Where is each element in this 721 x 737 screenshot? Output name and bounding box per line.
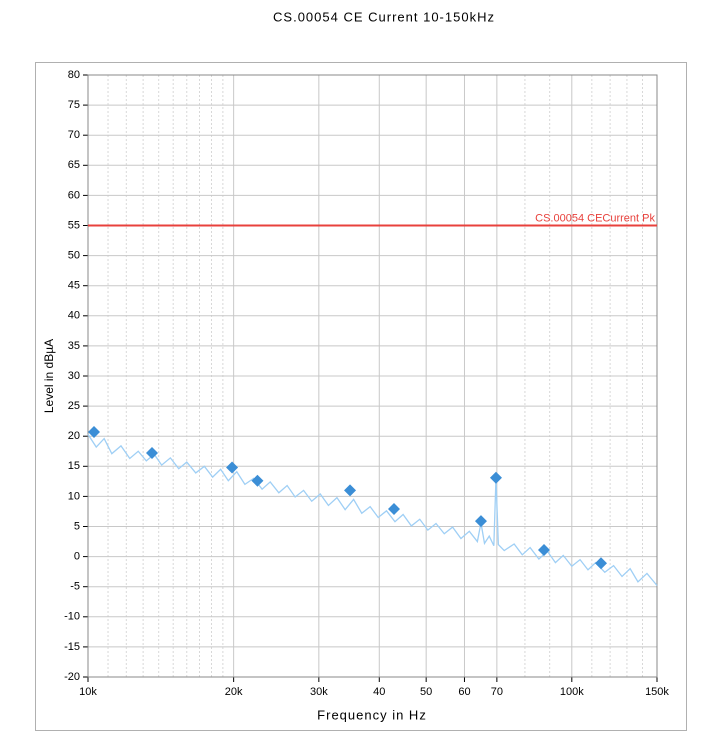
peak-marker <box>594 557 607 570</box>
y-tick-label: -5 <box>70 581 80 593</box>
x-tick-label: 60 <box>458 686 470 698</box>
y-tick-label: 70 <box>68 129 80 141</box>
x-tick-label: 40 <box>373 686 385 698</box>
y-tick-label: 65 <box>68 159 80 171</box>
y-tick-label: -10 <box>64 611 80 623</box>
limit-label: CS.00054 CECurrent Pk <box>535 212 655 224</box>
x-tick-label: 70 <box>491 686 503 698</box>
x-tick-label: 30k <box>310 686 328 698</box>
peak-marker <box>145 447 158 460</box>
chart-title: CS.00054 CE Current 10-150kHz <box>273 9 495 24</box>
y-tick-label: 40 <box>68 310 80 322</box>
y-tick-label: 80 <box>68 69 80 81</box>
y-tick-label: 20 <box>68 430 80 442</box>
y-axis-label: Level in dBµA <box>42 339 56 413</box>
y-tick-label: 15 <box>68 460 80 472</box>
y-tick-label: 0 <box>74 551 80 563</box>
peak-marker <box>537 543 550 556</box>
y-tick-label: -20 <box>64 671 80 683</box>
trace <box>87 434 658 586</box>
x-tick-label: 100k <box>560 686 584 698</box>
peak-marker <box>474 515 487 528</box>
peak-marker <box>489 471 502 484</box>
y-tick-label: 50 <box>68 250 80 262</box>
x-axis-label: Frequency in Hz <box>317 707 427 722</box>
peak-marker <box>251 474 264 487</box>
y-tick-label: 5 <box>74 520 80 532</box>
x-tick-label: 10k <box>79 686 97 698</box>
y-tick-label: 30 <box>68 370 80 382</box>
y-tick-label: 35 <box>68 340 80 352</box>
plot-border <box>87 74 658 678</box>
y-tick-label: 25 <box>68 400 80 412</box>
x-tick-label: 50 <box>420 686 432 698</box>
peak-marker <box>344 484 357 497</box>
y-tick-label: 10 <box>68 490 80 502</box>
y-tick-label: 75 <box>68 99 80 111</box>
x-tick-label: 20k <box>225 686 243 698</box>
peak-marker <box>226 461 239 474</box>
x-tick-label: 150k <box>645 686 669 698</box>
y-tick-label: 55 <box>68 219 80 231</box>
y-tick-label: 60 <box>68 189 80 201</box>
y-tick-label: 45 <box>68 280 80 292</box>
peak-marker <box>88 425 101 438</box>
peak-marker <box>387 503 400 516</box>
y-tick-label: -15 <box>64 641 80 653</box>
